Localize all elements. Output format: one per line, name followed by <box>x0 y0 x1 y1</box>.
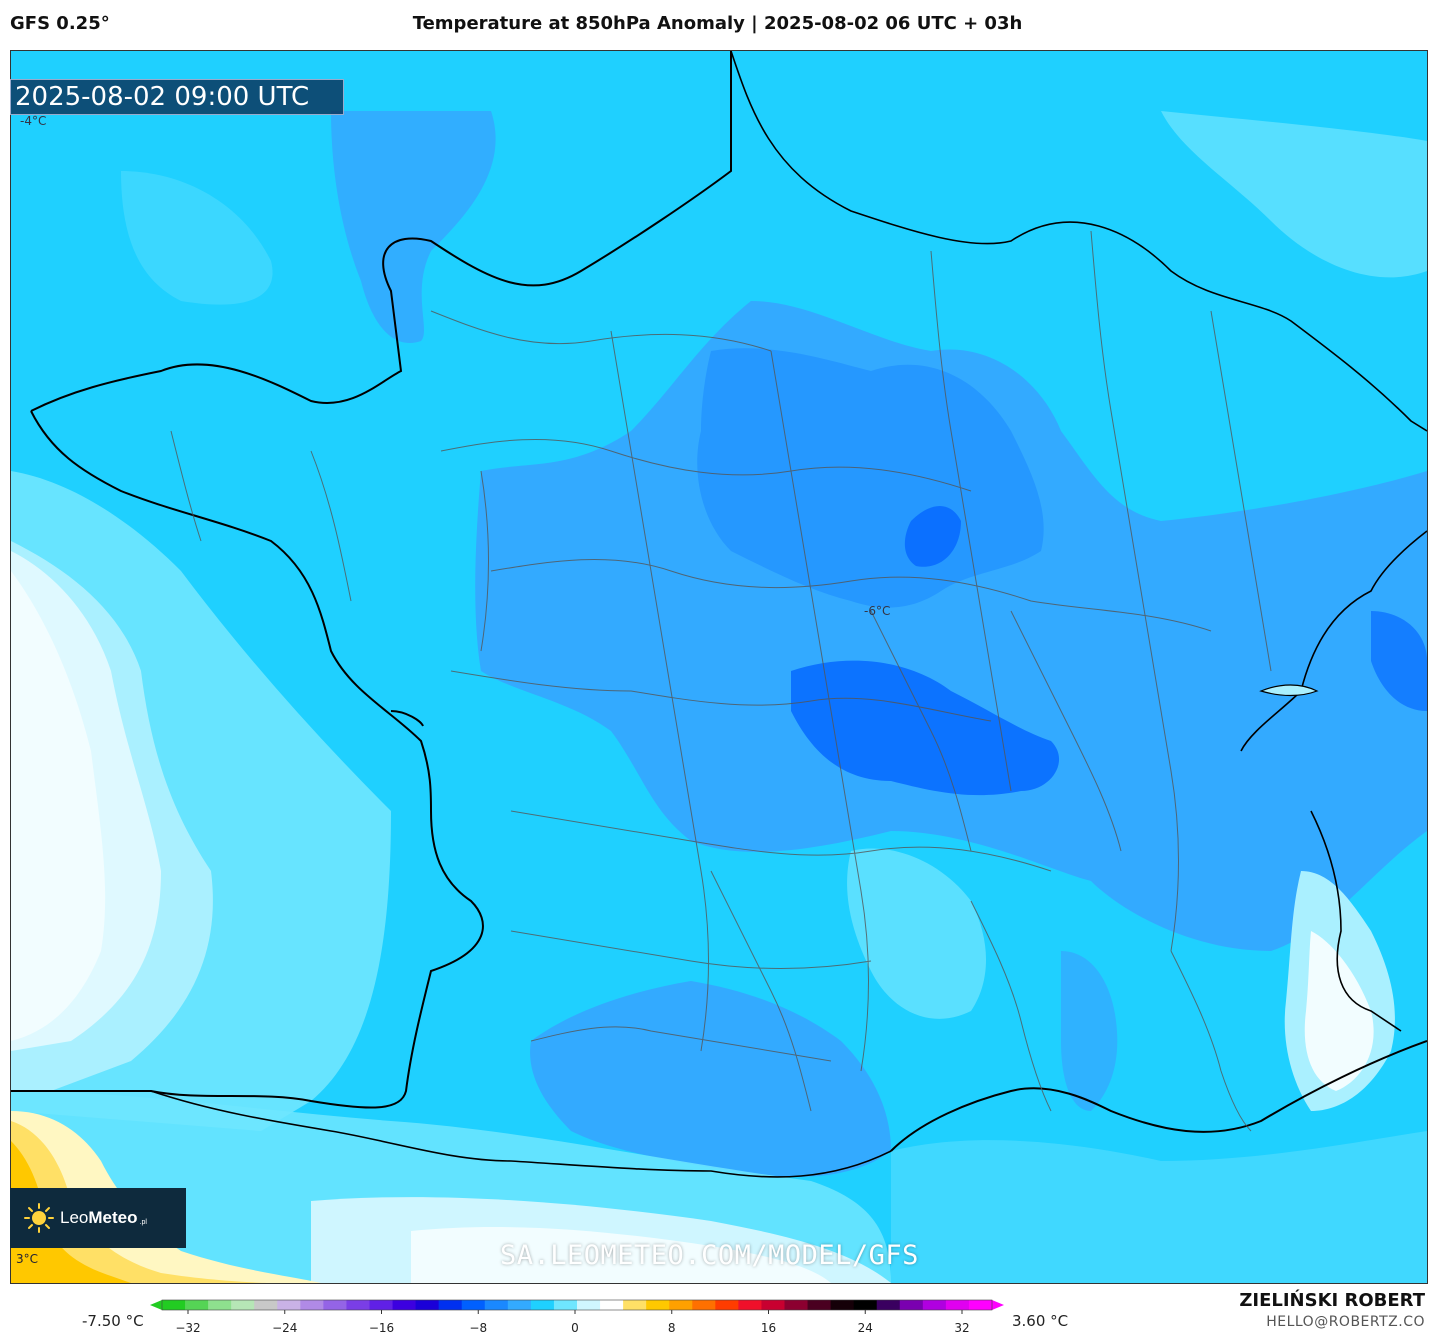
logo-wordmark: LeoMeteo <box>60 1208 138 1227</box>
colorbar-tick-label: 32 <box>954 1321 969 1335</box>
model-label: GFS 0.25° <box>10 13 110 34</box>
colorbar-cell <box>876 1300 901 1310</box>
isotherm-label-center: -6°C <box>864 604 891 618</box>
author-email[interactable]: HELLO@ROBERTZ.CO <box>1266 1314 1425 1330</box>
colorbar-cell <box>254 1300 278 1310</box>
author-credit: ZIELIŃSKI ROBERT <box>1239 1290 1425 1311</box>
colorbar-cell <box>853 1300 878 1310</box>
colorbar-cell <box>738 1300 762 1310</box>
colorbar-cell <box>968 1300 993 1310</box>
isotherm-label-nw: -4°C <box>20 114 47 128</box>
colorbar-cell <box>922 1300 947 1310</box>
colorbar-cell <box>438 1300 463 1310</box>
colorbar-cell <box>369 1300 394 1310</box>
colorbar-tick-label: 24 <box>858 1321 873 1335</box>
colorbar-cell <box>484 1300 509 1310</box>
colorbar-cell <box>945 1300 970 1310</box>
colorbar-tick-label: −24 <box>272 1321 297 1335</box>
colorbar-cell <box>784 1300 809 1310</box>
colorbar-cell <box>461 1300 486 1310</box>
colorbar-cell <box>277 1300 301 1310</box>
colorbar-cell <box>208 1300 232 1310</box>
colorbar-cell <box>577 1300 601 1310</box>
colorbar-min-label: -7.50 °C <box>82 1312 144 1330</box>
colorbar-cell <box>623 1300 647 1310</box>
chart-title: Temperature at 850hPa Anomaly | 2025-08-… <box>412 13 1023 34</box>
colorbar-tick-label: 0 <box>571 1321 579 1335</box>
colorbar-cell <box>899 1300 924 1310</box>
colorbar-cell <box>185 1300 209 1310</box>
colorbar-cell <box>553 1300 578 1310</box>
colorbar-cell <box>830 1300 855 1310</box>
colorbar-max-label: 3.60 °C <box>1012 1312 1069 1330</box>
source-watermark: SA.LEOMETEO.COM/MODEL/GFS <box>500 1240 919 1271</box>
map-panel[interactable] <box>10 50 1428 1284</box>
colorbar-cell <box>761 1300 785 1310</box>
colorbar-tick-label: −16 <box>369 1321 394 1335</box>
colorbar-tick-label: 8 <box>668 1321 676 1335</box>
colorbar-cell <box>392 1300 417 1310</box>
isotherm-label-sw: 3°C <box>16 1252 39 1266</box>
colorbar-tick-label: −32 <box>175 1321 200 1335</box>
colorbar: −32 −24 −16 −8 0 8 16 24 32 <box>150 1299 1004 1335</box>
colorbar-cell <box>600 1300 624 1310</box>
colorbar-cell <box>646 1300 670 1310</box>
colorbar-arrow-low <box>150 1300 162 1310</box>
colorbar-tick-label: 16 <box>761 1321 776 1335</box>
colorbar-cell <box>692 1300 716 1310</box>
anomaly-map <box>11 51 1427 1283</box>
colorbar-outline <box>161 1299 993 1311</box>
logo-suffix: .pl <box>139 1218 147 1226</box>
colorbar-cell <box>715 1300 739 1310</box>
colorbar-cell <box>669 1300 693 1310</box>
colorbar-cell <box>346 1300 370 1310</box>
colorbar-cell <box>300 1300 324 1310</box>
colorbar-cell <box>530 1300 555 1310</box>
colorbar-cell <box>231 1300 255 1310</box>
colorbar-cell <box>807 1300 832 1310</box>
colorbar-cell <box>323 1300 347 1310</box>
colorbar-cell <box>415 1300 440 1310</box>
timestamp-overlay: 2025-08-02 09:00 UTC <box>10 79 344 115</box>
colorbar-cell <box>507 1300 532 1310</box>
leometeo-logo[interactable]: LeoMeteo .pl <box>10 1188 186 1248</box>
colorbar-arrow-high <box>992 1300 1004 1310</box>
sun-icon <box>24 1203 54 1233</box>
colorbar-cell <box>162 1300 186 1310</box>
colorbar-tick-label: −8 <box>469 1321 487 1335</box>
